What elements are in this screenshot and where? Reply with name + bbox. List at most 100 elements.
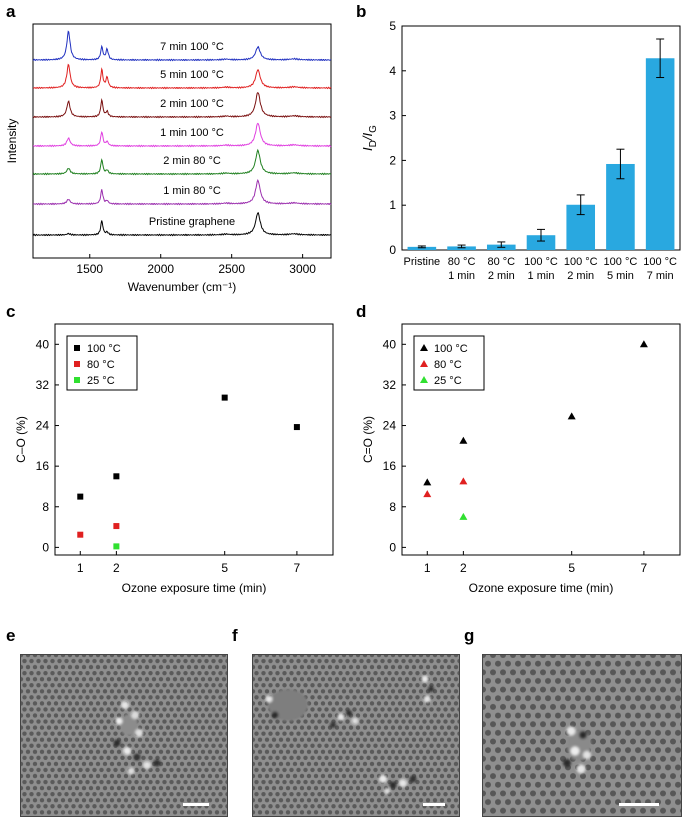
spectrum-line-0 — [32, 212, 331, 237]
y-tick-label-b-3: 3 — [389, 109, 396, 123]
y-axis-label-d: C=O (%) — [361, 416, 375, 463]
y-tick-label-d-5: 40 — [383, 337, 397, 351]
x-tick-label-b-6-0: 100 °C — [643, 256, 677, 268]
panel-label-a: a — [6, 2, 16, 21]
legend-marker-c-0 — [74, 345, 80, 351]
scale-bar-e — [183, 803, 209, 806]
plot-frame-c — [54, 323, 334, 556]
legend-marker-d-1 — [420, 360, 428, 367]
y-tick-label-c-2: 16 — [36, 459, 50, 473]
scale-bar-g — [619, 803, 659, 806]
x-tick-label-d-0: 1 — [424, 561, 431, 575]
y-tick-label-c-0: 0 — [42, 540, 49, 554]
c-o-scatter-chart: 1 2 5 7 0 8 16 24 32 40 Ozone exposure time (min) C… — [14, 323, 334, 595]
spectrum-line-5 — [32, 63, 332, 90]
y-axis-label-b-part-2: /I — [360, 132, 375, 141]
y-axis-label-b-part-3: G — [368, 125, 379, 133]
y-tick-label-b-0: 0 — [389, 243, 396, 257]
y-tick-label-b-4: 4 — [389, 64, 396, 78]
point-c-1-0 — [77, 531, 84, 538]
panel-label-c: c — [6, 302, 16, 321]
x-tick-label-b-1-1: 1 min — [448, 270, 475, 282]
x-tick-label-b-0-0: Pristine — [404, 256, 441, 268]
y-tick-label-c-3: 24 — [36, 419, 50, 433]
x-tick-label-d-3: 7 — [641, 561, 648, 575]
point-d-2-0 — [459, 512, 468, 520]
x-tick-label-b-1-0: 80 °C — [448, 256, 476, 268]
tem-lattice-g — [483, 655, 681, 816]
panel-label-e: e — [6, 626, 16, 645]
bar-6 — [645, 58, 675, 251]
point-d-0-3 — [639, 340, 648, 348]
spectrum-label-6: 7 min 100 °C — [160, 41, 224, 53]
x-axis-label-d: Ozone exposure time (min) — [469, 581, 614, 595]
x-tick-label-b-2-0: 80 °C — [487, 256, 515, 268]
panel-label-b: b — [356, 2, 367, 21]
legend-label-c-0: 100 °C — [87, 343, 121, 355]
x-tick-label-b-3-0: 100 °C — [524, 256, 558, 268]
y-tick-label-d-2: 16 — [383, 459, 397, 473]
bar-0 — [407, 246, 437, 250]
x-tick-label-b-4-1: 2 min — [567, 270, 594, 282]
legend-marker-c-2 — [74, 377, 80, 383]
y-axis-label-b: ID/IG — [360, 125, 379, 151]
tem-image-e — [20, 654, 228, 817]
spectrum-line-4 — [32, 91, 332, 119]
y-axis-label-b-part-0: I — [360, 147, 375, 151]
legend-label-c-2: 25 °C — [87, 375, 115, 387]
x-axis-label-a: Wavenumber (cm⁻¹) — [128, 280, 237, 294]
scale-bar-f — [423, 803, 445, 806]
y-tick-label-d-1: 8 — [389, 500, 396, 514]
spectrum-line-2 — [32, 148, 332, 176]
raman-spectra-chart: 1500 2000 2500 3000 Wavenumber (cm⁻¹) Intensi… — [5, 23, 332, 294]
y-tick-label-c-1: 8 — [42, 500, 49, 514]
x-tick-label-b-2-1: 2 min — [488, 270, 515, 282]
legend-marker-d-2 — [420, 376, 428, 383]
x-tick-label-c-2: 5 — [221, 561, 228, 575]
legend-label-d-2: 25 °C — [434, 375, 462, 387]
x-tick-label-a-0: 1500 — [76, 262, 103, 276]
x-tick-label-b-6-1: 7 min — [647, 270, 674, 282]
point-d-1-0 — [423, 490, 432, 498]
tem-lattice-e — [21, 655, 227, 816]
x-tick-label-b-5-0: 100 °C — [604, 256, 638, 268]
x-tick-label-b-5-1: 5 min — [607, 270, 634, 282]
x-tick-label-b-4-0: 100 °C — [564, 256, 598, 268]
x-tick-label-a-2: 2500 — [218, 262, 245, 276]
tem-image-f — [252, 654, 460, 817]
x-tick-label-d-2: 5 — [568, 561, 575, 575]
y-axis-label-c: C–O (%) — [14, 416, 28, 463]
y-axis-label-a: Intensity — [5, 119, 19, 164]
x-tick-label-a-1: 2000 — [147, 262, 174, 276]
legend-marker-c-1 — [74, 361, 80, 367]
tem-lattice-f — [253, 655, 459, 816]
spectrum-label-0: Pristine graphene — [149, 216, 235, 228]
spectrum-label-2: 2 min 80 °C — [163, 155, 221, 167]
panel-label-f: f — [232, 626, 238, 645]
spectrum-line-1 — [32, 178, 332, 206]
x-axis-label-c: Ozone exposure time (min) — [122, 581, 267, 595]
legend-label-d-0: 100 °C — [434, 343, 468, 355]
id-ig-bar-chart: 0 1 2 3 4 5 ID/IG Pristine 80 °C 1 min 80 °C 2 min 1… — [360, 19, 681, 282]
y-tick-label-d-0: 0 — [389, 540, 396, 554]
point-d-0-0 — [423, 478, 432, 486]
spectrum-label-3: 1 min 100 °C — [160, 127, 224, 139]
y-tick-label-b-2: 2 — [389, 153, 396, 167]
panel-label-g: g — [464, 626, 475, 645]
bar-3 — [526, 235, 556, 250]
spectrum-label-1: 1 min 80 °C — [163, 185, 221, 197]
y-tick-label-c-4: 32 — [36, 378, 50, 392]
point-c-0-3 — [293, 424, 300, 431]
x-tick-label-d-1: 2 — [460, 561, 467, 575]
legend-label-d-1: 80 °C — [434, 359, 462, 371]
point-c-1-1 — [113, 523, 120, 530]
x-tick-label-c-0: 1 — [77, 561, 84, 575]
plot-frame-d — [401, 323, 681, 556]
tem-image-g — [482, 654, 682, 817]
spectrum-line-3 — [32, 122, 332, 148]
c-double-o-scatter-chart: 1 2 5 7 0 8 16 24 32 40 Ozone exposure time (min) C… — [361, 323, 681, 595]
legend-marker-d-0 — [420, 344, 428, 351]
x-tick-label-c-3: 7 — [294, 561, 301, 575]
y-tick-label-b-5: 5 — [389, 19, 396, 33]
x-tick-label-a-3: 3000 — [289, 262, 316, 276]
